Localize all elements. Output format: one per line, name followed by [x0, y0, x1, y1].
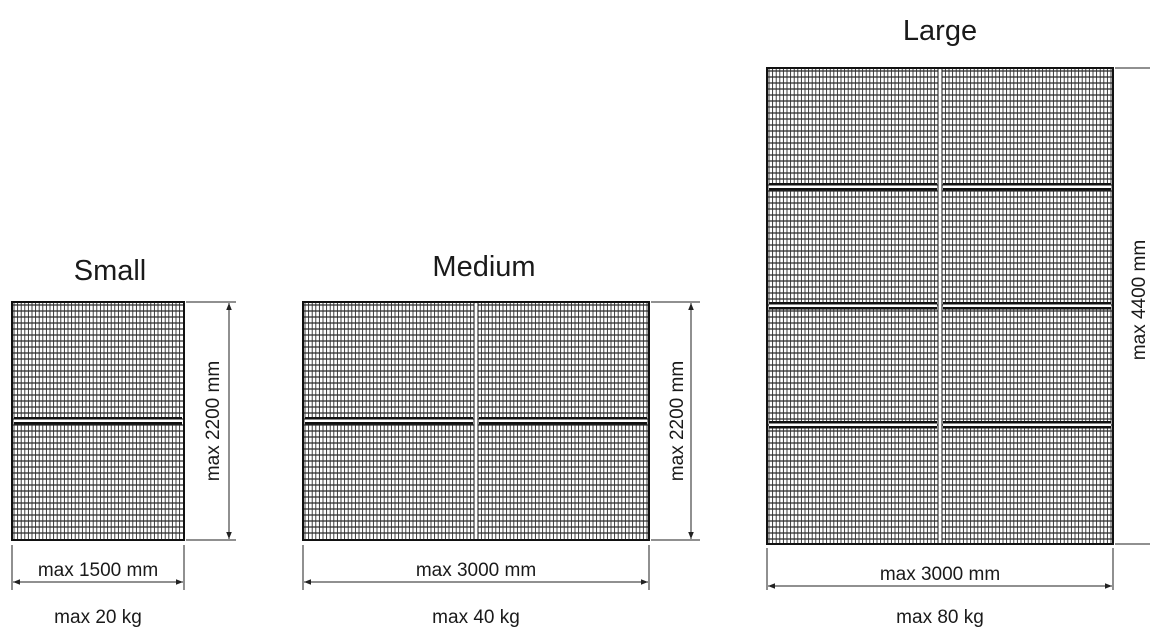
width-dimension-small: max 1500 mm: [11, 545, 185, 590]
height-dimension-large: max 4400 mm: [1115, 67, 1150, 545]
grating-row-bar: [943, 302, 1111, 305]
width-dimension-large: max 3000 mm: [766, 548, 1114, 590]
grating-row-gap: [769, 184, 937, 190]
panel-small: Small max 1500 mm max 2200 mm max 20 kg: [11, 255, 236, 628]
grating-row-bar: [769, 188, 937, 191]
width-label-medium: max 3000 mm: [416, 560, 536, 581]
grating-row-bar: [943, 188, 1111, 191]
height-dimension-medium: max 2200 mm: [651, 301, 700, 541]
height-label-large: max 4400 mm: [1129, 240, 1150, 360]
grating-row-gap: [305, 418, 473, 424]
grating-row-gap: [769, 422, 937, 428]
grating-medium: [302, 301, 650, 541]
grating-row-gap: [479, 418, 647, 424]
grating-row-bar: [305, 422, 473, 425]
grating-row-gap: [943, 184, 1111, 190]
grating-row-bar: [479, 417, 647, 420]
grating-row-bar: [305, 417, 473, 420]
grating-row-bar: [943, 421, 1111, 424]
grating-row-bar: [943, 426, 1111, 429]
grating-row-bar: [769, 183, 937, 186]
grating-row-gap: [14, 418, 182, 424]
panel-title-large: Large: [903, 15, 977, 47]
grating-row-bar: [769, 307, 937, 310]
panel-medium: Medium max 3000 mm max 2200 mm max 40 kg: [302, 251, 700, 628]
grating-frame: [302, 301, 650, 541]
weight-label-medium: max 40 kg: [432, 607, 520, 628]
grating-row-gap: [769, 303, 937, 309]
grating-frame: [11, 301, 185, 541]
grating-large: [766, 67, 1114, 545]
grating-row-bar: [769, 421, 937, 424]
grating-column-gap: [474, 303, 478, 539]
grating-horizontal-bars: [12, 304, 184, 534]
grating-small: [11, 301, 185, 541]
width-label-small: max 1500 mm: [38, 560, 158, 581]
grating-row-bar: [14, 422, 182, 425]
weight-label-small: max 20 kg: [54, 607, 142, 628]
grating-row-bar: [769, 426, 937, 429]
width-label-large: max 3000 mm: [880, 564, 1000, 585]
panel-title-small: Small: [74, 255, 147, 287]
grating-row-gap: [943, 422, 1111, 428]
height-dimension-small: max 2200 mm: [186, 301, 236, 541]
grating-row-bar: [769, 302, 937, 305]
height-label-medium: max 2200 mm: [667, 361, 688, 481]
width-dimension-medium: max 3000 mm: [302, 545, 650, 590]
weight-label-large: max 80 kg: [896, 607, 984, 628]
grating-row-gap: [943, 303, 1111, 309]
grating-row-bar: [14, 417, 182, 420]
grating-row-bar: [943, 183, 1111, 186]
panel-large: Large max 3000 mm max 4400 mm max 80 kg: [766, 15, 1150, 628]
grating-column-gap: [938, 69, 942, 543]
grating-frame: [766, 67, 1114, 545]
panel-title-medium: Medium: [432, 251, 535, 283]
height-label-small: max 2200 mm: [203, 361, 224, 481]
grating-row-bar: [943, 307, 1111, 310]
grating-row-bar: [479, 422, 647, 425]
